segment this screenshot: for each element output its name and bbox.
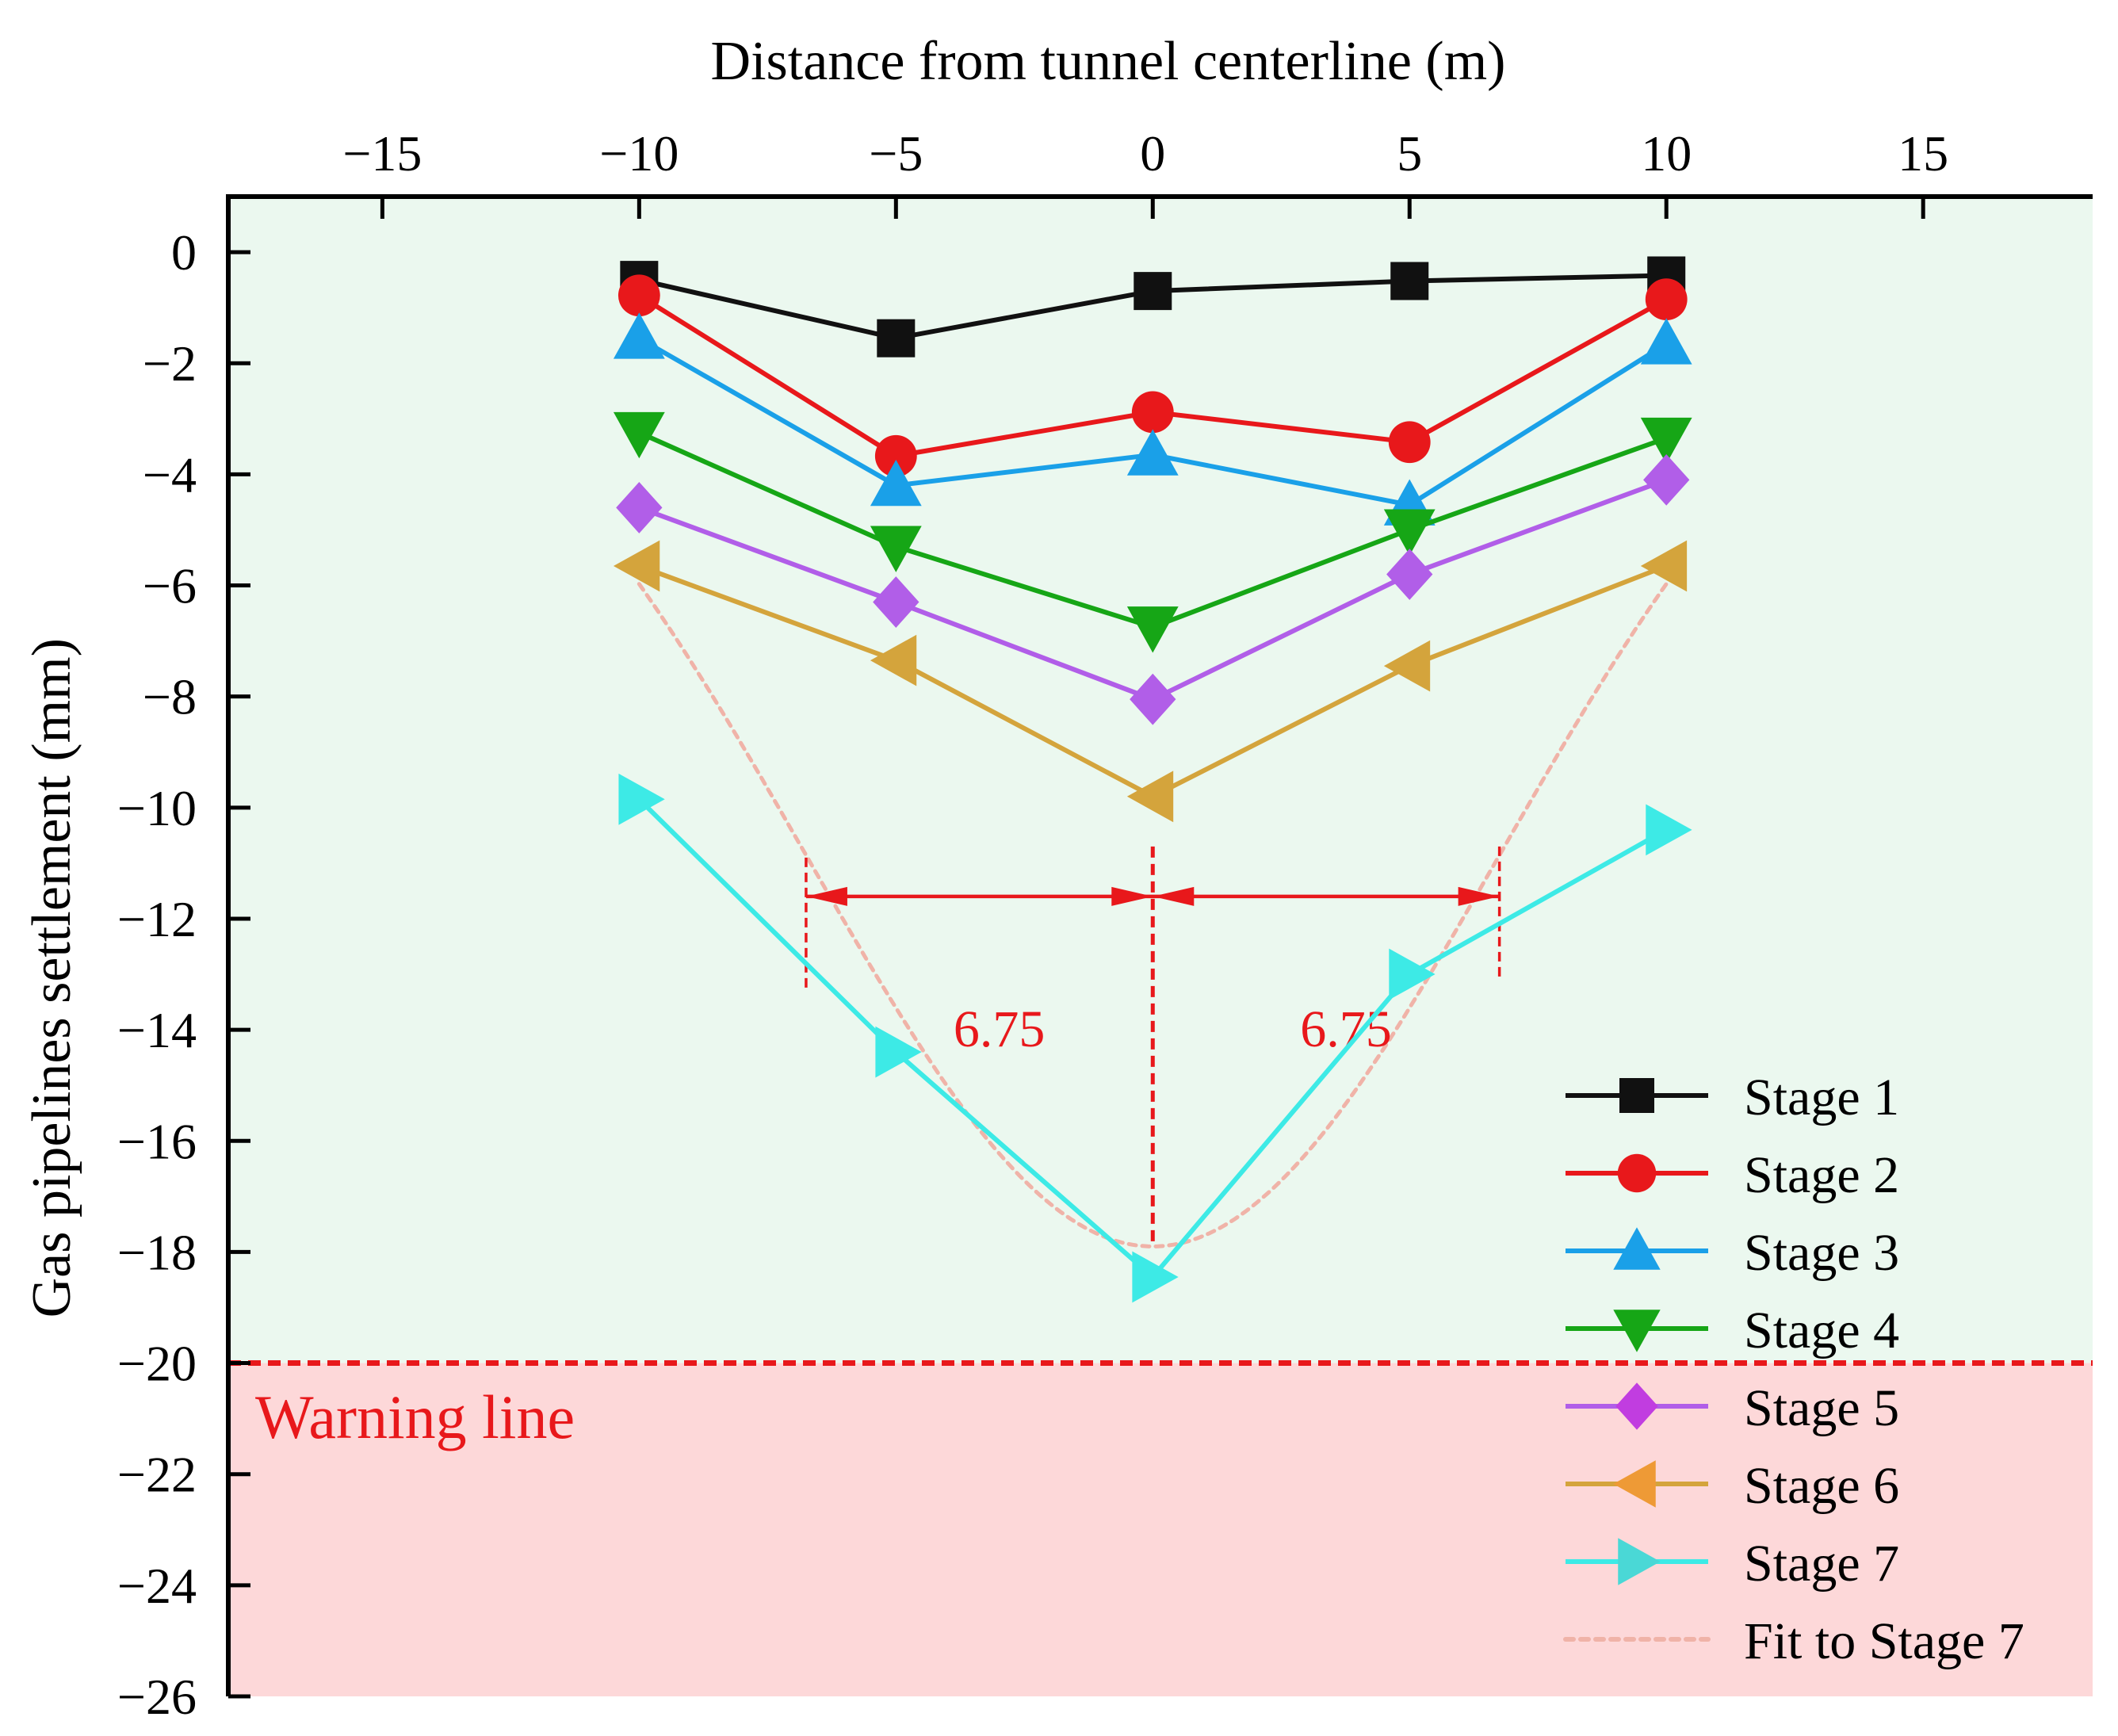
y-tick-label: 0 <box>171 224 197 281</box>
y-tick-label: −2 <box>143 335 197 392</box>
data-point <box>1640 417 1692 465</box>
axes-layer: −15 −10 −5 0 5 10 15 0 −2 −4 −6 −8 −10 −12 −14 −16 −18 −2… <box>117 125 2093 1725</box>
data-point <box>1640 318 1692 365</box>
data-point <box>1386 549 1433 600</box>
legend-label: Fit to Stage 7 <box>1744 1612 2024 1670</box>
series-7 <box>618 773 1692 1303</box>
data-point <box>613 312 665 359</box>
data-point <box>1130 673 1176 725</box>
series-4 <box>613 411 1692 653</box>
data-point <box>1131 391 1174 434</box>
arrowhead-right-outer <box>1458 886 1500 906</box>
legend-item-4: Stage 4 <box>1566 1302 1899 1359</box>
data-point <box>874 434 917 477</box>
legend-label: Stage 5 <box>1744 1379 1899 1437</box>
legend-label: Stage 6 <box>1744 1457 1899 1515</box>
data-point <box>616 482 663 533</box>
x-tick-label: −10 <box>599 125 679 182</box>
arrowhead-left-inner <box>1111 886 1153 906</box>
data-point <box>617 274 660 317</box>
data-point <box>877 319 916 358</box>
arrowhead-left-outer <box>805 886 847 906</box>
data-point <box>1132 1251 1179 1303</box>
y-tick-label: −20 <box>117 1336 197 1392</box>
legend-item-7: Stage 7 <box>1566 1535 1899 1593</box>
warning-zone-background <box>228 1363 2093 1696</box>
y-axis-label: Gas pipelines settlement (mm) <box>21 638 82 1317</box>
y-tick-label: −16 <box>117 1113 197 1169</box>
legend-marker <box>1613 1310 1661 1352</box>
y-tick-label: −10 <box>117 780 197 836</box>
data-point <box>1134 272 1172 311</box>
arrowhead-right-inner <box>1153 886 1195 906</box>
annotation-left-value: 6.75 <box>954 1000 1046 1058</box>
data-point <box>1126 770 1174 823</box>
data-point <box>870 459 922 507</box>
y-tick-label: −14 <box>117 1002 197 1058</box>
legend-label: Stage 3 <box>1744 1224 1899 1282</box>
data-point <box>1389 948 1436 1000</box>
legend-item-3: Stage 3 <box>1566 1224 1899 1282</box>
legend-label: Stage 4 <box>1744 1302 1899 1359</box>
legend-label: Stage 2 <box>1744 1146 1899 1204</box>
y-tick-label: −12 <box>117 891 197 947</box>
data-point <box>1646 804 1692 856</box>
series-2 <box>617 274 1688 477</box>
x-tick-label: 10 <box>1641 125 1692 182</box>
fit-curve <box>637 582 1669 1248</box>
data-point <box>1126 429 1179 476</box>
y-tick-label: −8 <box>143 669 197 725</box>
x-tick-label: 0 <box>1140 125 1165 182</box>
fit-curve-layer <box>637 582 1669 1248</box>
y-tick-label: −6 <box>143 558 197 614</box>
legend-item-2: Stage 2 <box>1566 1146 1899 1204</box>
series-layer <box>613 256 1692 1303</box>
y-tick-label: −26 <box>117 1669 197 1725</box>
y-tick-label: −24 <box>117 1558 197 1614</box>
data-point <box>613 540 660 592</box>
legend-marker <box>1613 1227 1661 1270</box>
x-tick-label: 15 <box>1898 125 1948 182</box>
legend: Stage 1 Stage 2 Stage 3 Stage 4 Stage 5 Stage… <box>1563 1069 2024 1670</box>
data-point <box>1390 262 1429 300</box>
legend-item-6: Stage 6 <box>1566 1457 1899 1515</box>
legend-marker <box>1618 1538 1661 1585</box>
data-point <box>1383 640 1431 692</box>
legend-marker <box>1615 1382 1658 1430</box>
legend-label: Stage 1 <box>1744 1069 1899 1126</box>
series-5 <box>616 453 1690 725</box>
x-tick-label: −15 <box>342 125 422 182</box>
data-point <box>870 634 917 686</box>
legend-marker <box>1617 1153 1657 1193</box>
data-point <box>1645 278 1688 321</box>
width-annotation-layer: 6.75 6.75 <box>805 846 1501 1247</box>
y-tick-label: −4 <box>143 446 197 503</box>
data-point <box>870 526 922 572</box>
y-tick-label: −18 <box>117 1224 197 1280</box>
legend-marker <box>1619 1078 1654 1113</box>
data-point <box>1126 606 1179 653</box>
legend-item-8: Fit to Stage 7 <box>1563 1612 2024 1670</box>
data-point <box>875 1026 922 1078</box>
warning-line-label: Warning line <box>255 1382 575 1451</box>
data-point <box>1640 540 1688 592</box>
legend-item-1: Stage 1 <box>1566 1069 1899 1126</box>
data-point <box>613 411 665 459</box>
data-point <box>1383 509 1436 556</box>
legend-label: Stage 7 <box>1744 1535 1899 1593</box>
data-point <box>618 773 665 825</box>
x-tick-label: 5 <box>1397 125 1422 182</box>
series-6 <box>613 540 1688 823</box>
data-point <box>1388 421 1431 464</box>
legend-marker <box>1613 1460 1656 1508</box>
x-tick-label: −5 <box>869 125 923 182</box>
x-axis-label: Distance from tunnel centerline (m) <box>711 31 1506 92</box>
data-point <box>1643 453 1690 506</box>
data-point <box>873 576 919 628</box>
y-tick-label: −22 <box>117 1447 197 1503</box>
legend-item-5: Stage 5 <box>1566 1379 1899 1437</box>
